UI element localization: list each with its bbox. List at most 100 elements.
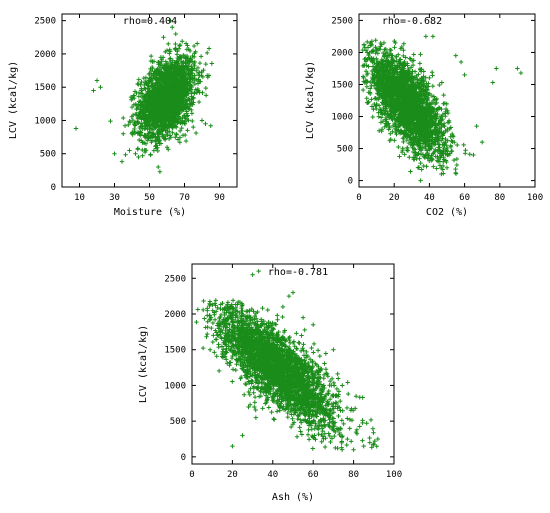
- data-point: [141, 75, 147, 81]
- data-point: [148, 152, 153, 157]
- data-point: [196, 79, 202, 84]
- data-point: [122, 123, 128, 129]
- data-point: [112, 151, 117, 156]
- data-point: [175, 49, 180, 54]
- data-point: [186, 107, 192, 112]
- x-tick-label: 20: [227, 470, 238, 480]
- data-point: [149, 138, 155, 143]
- data-point: [462, 72, 467, 78]
- data-point: [203, 85, 209, 91]
- data-point: [132, 95, 137, 101]
- data-point: [185, 43, 190, 48]
- data-point: [204, 334, 209, 339]
- x-tick-label: 0: [356, 193, 361, 203]
- data-point: [121, 115, 126, 121]
- data-point: [173, 31, 178, 37]
- data-point: [199, 118, 205, 123]
- data-point: [142, 126, 147, 132]
- data-point: [136, 82, 141, 87]
- data-point: [167, 47, 172, 52]
- data-point: [196, 99, 202, 105]
- data-point: [396, 144, 401, 150]
- data-point: [123, 152, 128, 157]
- data-point: [151, 72, 156, 77]
- data-point: [139, 79, 144, 85]
- data-point: [165, 130, 170, 136]
- data-point: [430, 73, 435, 78]
- data-point: [141, 111, 147, 117]
- data-point: [204, 50, 210, 56]
- data-point: [189, 111, 195, 116]
- data-point: [153, 124, 159, 129]
- data-point: [91, 88, 96, 93]
- data-point: [185, 128, 190, 133]
- data-point: [453, 171, 459, 176]
- data-point: [402, 152, 407, 157]
- data-point: [136, 154, 141, 160]
- data-point: [189, 66, 195, 71]
- data-point: [153, 139, 158, 144]
- scatter-points: [73, 18, 215, 174]
- data-point: [132, 89, 138, 94]
- x-tick-label: 40: [267, 470, 278, 480]
- data-point: [140, 153, 145, 159]
- x-tick-label: 40: [424, 193, 435, 203]
- data-point: [164, 121, 170, 127]
- data-point: [188, 74, 193, 80]
- data-point: [136, 120, 141, 126]
- data-point: [166, 41, 171, 47]
- data-point: [474, 123, 479, 129]
- data-point: [190, 102, 195, 107]
- data-point: [467, 152, 472, 157]
- data-point: [173, 46, 179, 51]
- data-point: [480, 139, 485, 145]
- data-point: [121, 131, 126, 136]
- data-point: [193, 87, 198, 92]
- data-point: [175, 96, 180, 101]
- data-point: [407, 155, 412, 160]
- data-point: [148, 58, 154, 64]
- data-point: [73, 126, 79, 131]
- y-tick-label: 1000: [164, 381, 186, 391]
- data-point: [175, 137, 181, 142]
- data-point: [161, 35, 166, 40]
- data-point: [397, 154, 402, 159]
- data-point: [188, 83, 193, 88]
- data-point: [195, 65, 201, 71]
- correlation-annotation: rho=0.404: [123, 16, 177, 27]
- x-tick-label: 80: [494, 193, 505, 203]
- data-point: [163, 79, 169, 84]
- data-point: [136, 77, 141, 82]
- data-point: [463, 148, 468, 153]
- data-point: [133, 151, 138, 156]
- data-point: [190, 118, 195, 124]
- y-tick-label: 0: [181, 453, 186, 463]
- data-point: [191, 43, 197, 49]
- data-point: [167, 56, 172, 62]
- data-point: [411, 52, 416, 57]
- data-point: [374, 106, 379, 112]
- data-point: [168, 59, 173, 65]
- y-tick-label: 500: [170, 417, 186, 427]
- data-point: [170, 130, 175, 135]
- scatter-points: [194, 268, 381, 452]
- data-point: [177, 43, 182, 49]
- data-point: [335, 371, 340, 377]
- data-point: [127, 118, 132, 124]
- data-point: [197, 60, 203, 66]
- data-point: [126, 122, 131, 128]
- y-tick-label: 1500: [34, 83, 56, 93]
- y-tick-label: 500: [40, 150, 56, 160]
- data-point: [490, 80, 495, 85]
- data-point: [151, 148, 157, 153]
- data-point: [208, 123, 213, 128]
- x-tick-label: 60: [308, 470, 319, 480]
- x-tick-label: 100: [386, 470, 402, 480]
- data-point: [454, 162, 460, 168]
- x-tick-label: 60: [459, 193, 470, 203]
- data-point: [173, 41, 178, 47]
- data-point: [180, 39, 185, 44]
- data-point: [127, 148, 132, 153]
- data-point: [166, 136, 172, 141]
